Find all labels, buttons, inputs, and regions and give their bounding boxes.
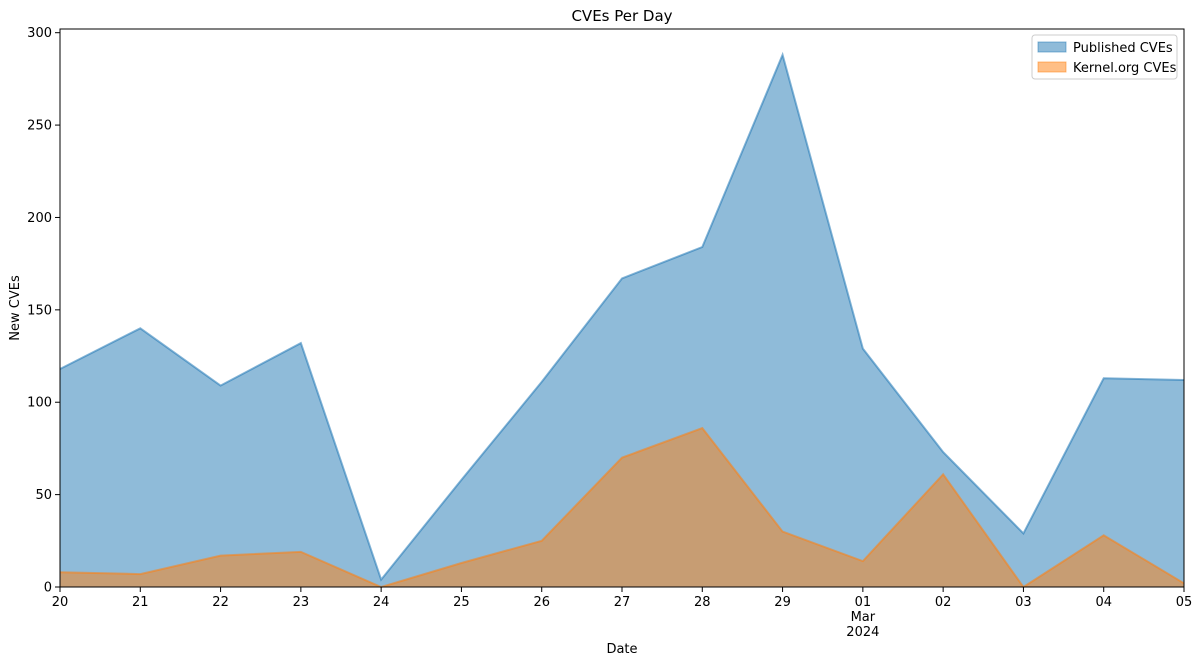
x-tick-label: 25: [453, 595, 470, 610]
legend-swatch: [1037, 61, 1067, 73]
x-tick-label: 02: [935, 595, 952, 610]
x-tick-label: 04: [1095, 595, 1112, 610]
legend-box: [1031, 34, 1178, 80]
x-tick-label: 03: [1015, 595, 1032, 610]
x-tick-label: 22: [212, 595, 229, 610]
y-tick-label: 0: [44, 581, 52, 596]
line-kernel-org-cves: [59, 426, 1185, 589]
y-tick-label: 50: [35, 488, 52, 503]
legend-label: Published CVEs: [1073, 41, 1173, 56]
x-tick-label: 24: [373, 595, 390, 610]
line-published-cves: [59, 51, 1185, 582]
y-tick-label: 100: [27, 396, 52, 411]
x-tick-label: 01: [855, 595, 872, 610]
x-tick-label: 20: [52, 595, 69, 610]
legend-label: Kernel.org CVEs: [1073, 61, 1177, 76]
y-tick-label: 150: [27, 303, 52, 318]
y-tick-label: 200: [27, 211, 52, 226]
x-tick-label: 27: [614, 595, 631, 610]
y-axis-label: New CVEs: [8, 275, 23, 341]
x-axis-label: Date: [606, 642, 637, 657]
legend: Published CVEs Kernel.org CVEs: [1031, 34, 1178, 80]
y-tick-label: 250: [27, 119, 52, 134]
x-tick-label: 26: [533, 595, 550, 610]
legend-swatch: [1037, 41, 1067, 53]
area-published-cves: [60, 54, 1184, 588]
x-tick-label: 28: [694, 595, 711, 610]
x-year-label: 2024: [846, 625, 879, 640]
y-axis: 0 50 100 150 200 250 300: [27, 26, 60, 596]
x-tick-label: 21: [132, 595, 149, 610]
x-tick-label: 23: [293, 595, 310, 610]
area-kernel-org-cves: [60, 428, 1184, 587]
x-month-label: Mar: [851, 610, 876, 625]
series-areas: [59, 51, 1185, 589]
x-tick-label: 05: [1176, 595, 1193, 610]
x-tick-label: 29: [774, 595, 791, 610]
x-axis: 20 21 22 23 24 25 26 27 28 29 01 02 03 04 05: [52, 587, 1193, 610]
y-tick-label: 300: [27, 26, 52, 41]
chart-title: CVEs Per Day: [571, 7, 672, 25]
